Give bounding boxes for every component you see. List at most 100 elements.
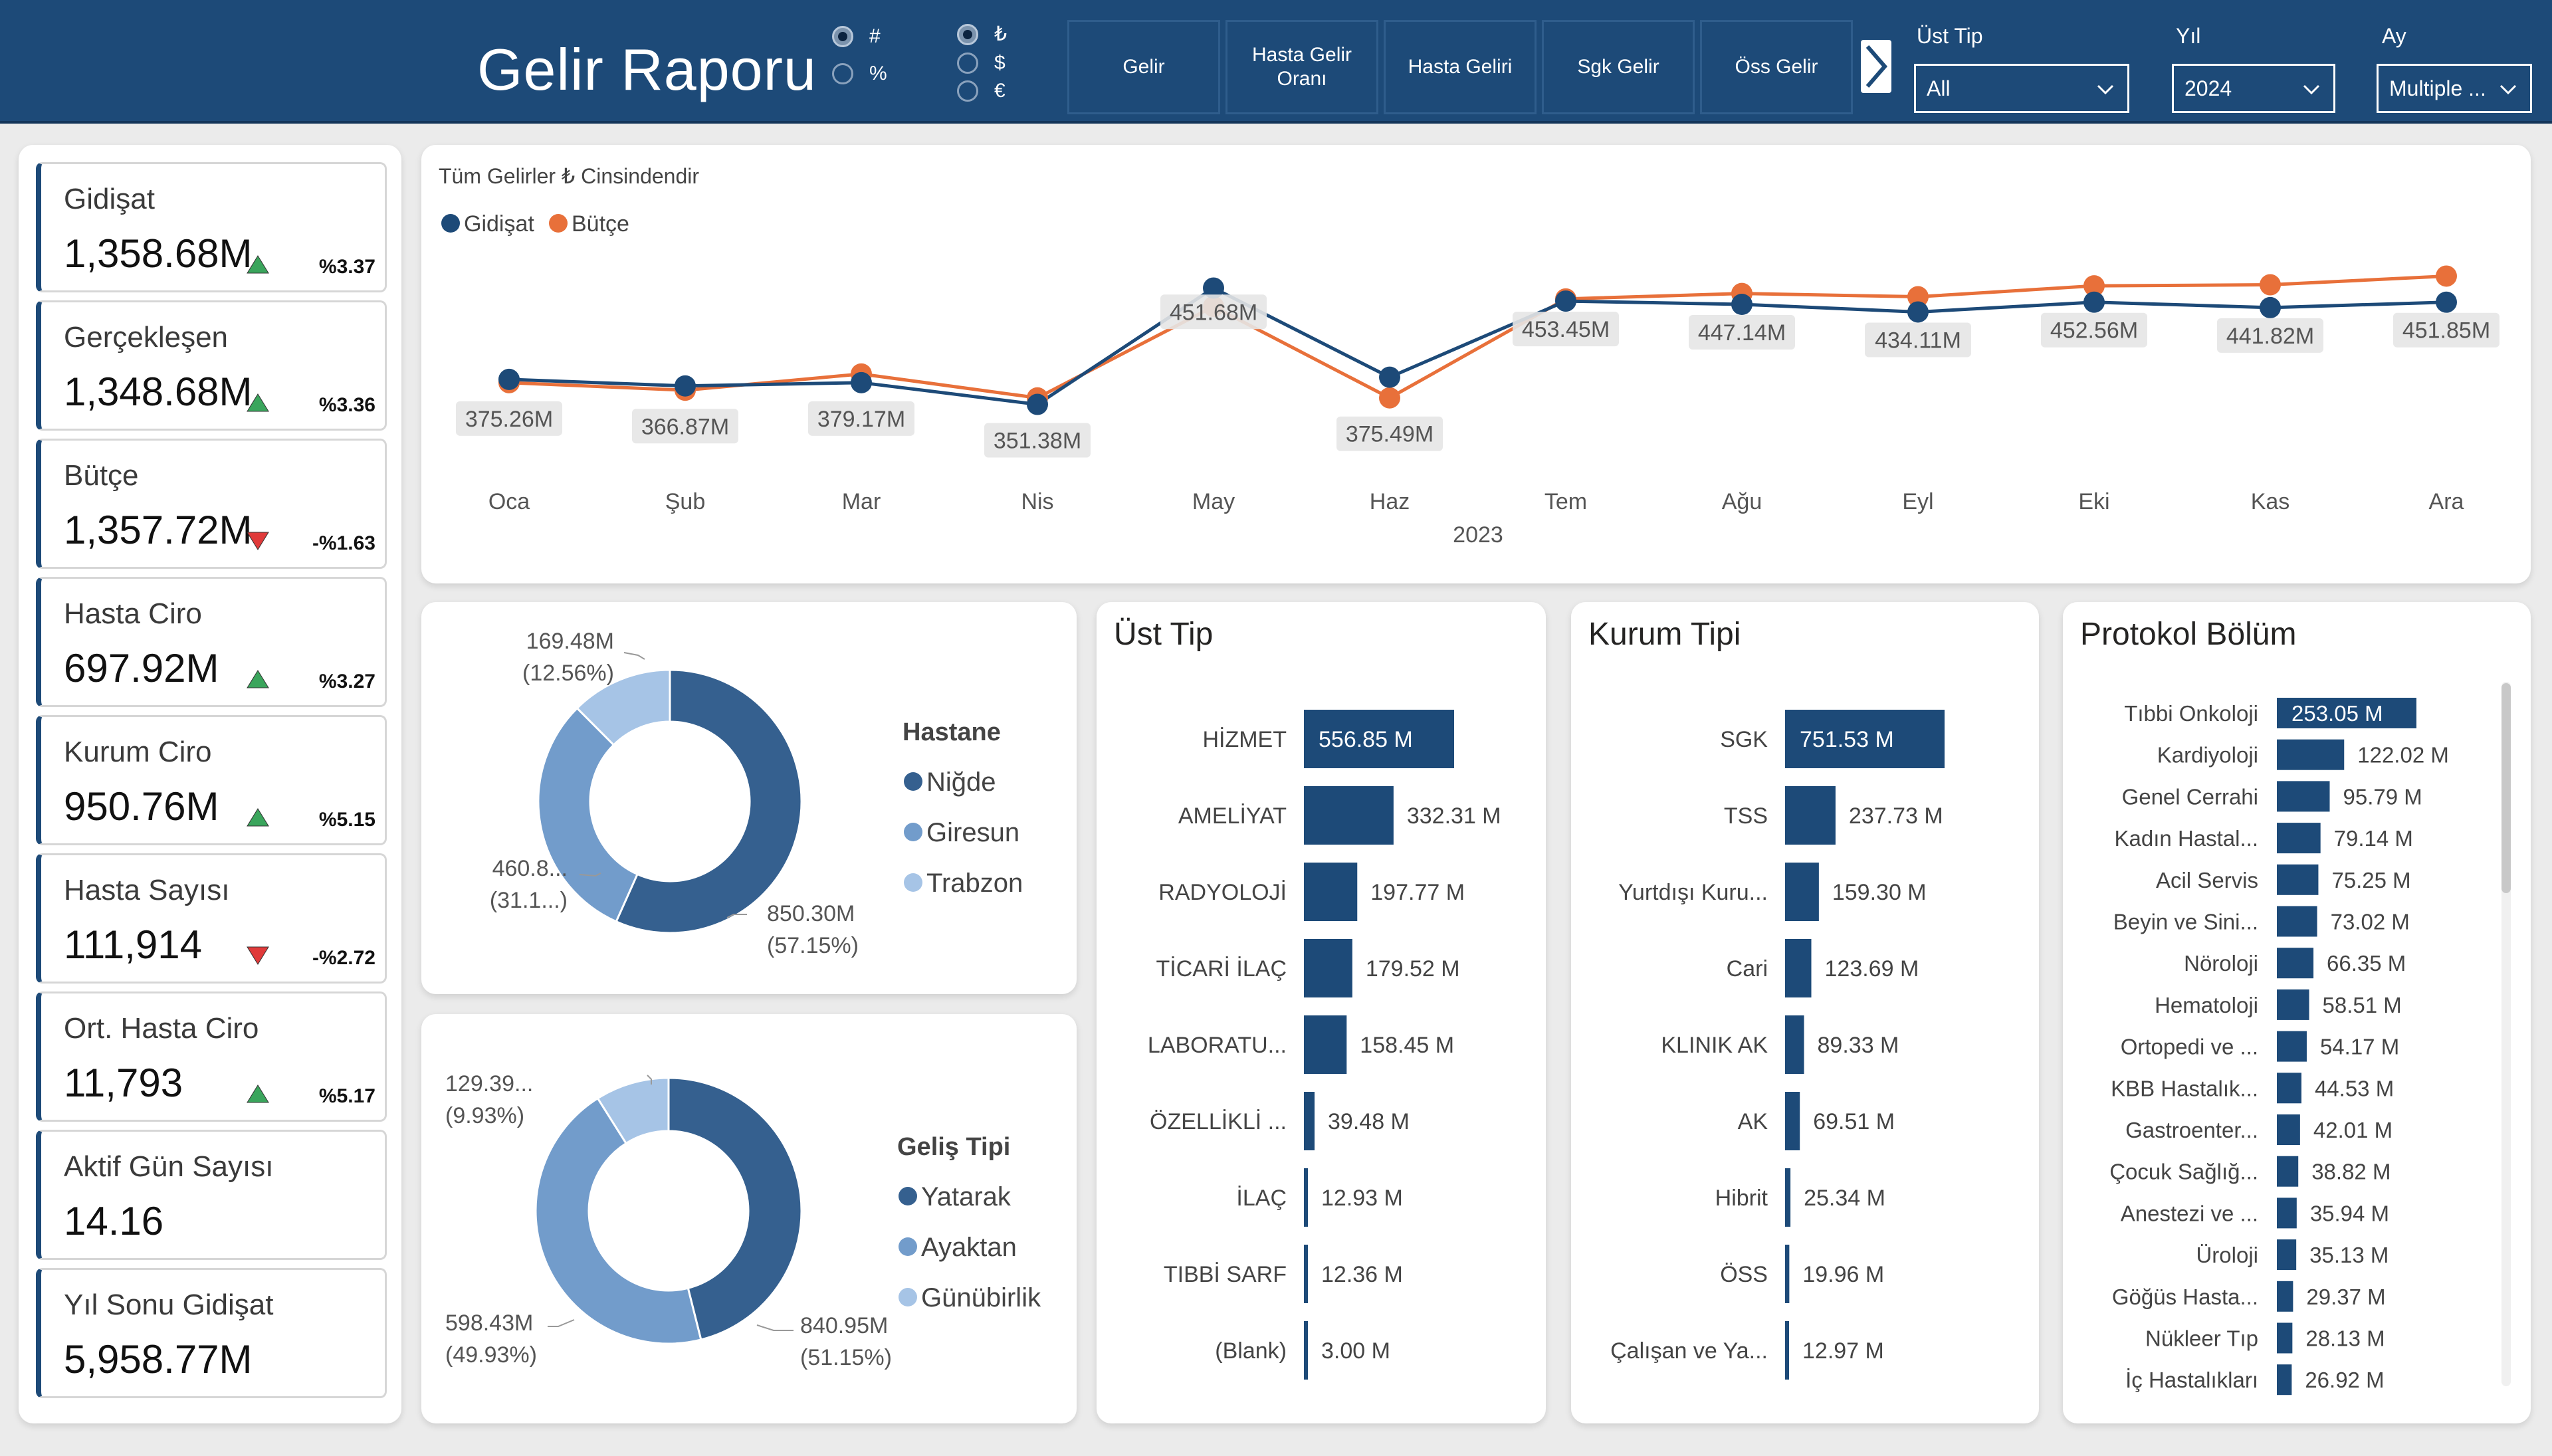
bar[interactable] [2277,1114,2300,1145]
data-point[interactable] [2436,291,2457,313]
data-point[interactable] [1379,387,1400,409]
bar[interactable] [1304,710,1454,768]
currency-option-eur[interactable]: € [957,80,1006,102]
kpi-card-7[interactable]: Aktif Gün Sayısı 14.16 [36,1130,387,1260]
nav-button-hasta-geliri[interactable]: Hasta Geliri [1384,20,1537,114]
bar[interactable] [1304,1015,1347,1074]
data-point[interactable] [2083,275,2105,297]
kpi-value: 111,914 [64,922,202,967]
bar[interactable] [2277,1031,2307,1062]
nav-button-gelir[interactable]: Gelir [1067,20,1220,114]
bar[interactable] [2277,948,2314,979]
bar[interactable] [2277,781,2330,812]
bar[interactable] [1785,1245,1790,1303]
legend-label: Yatarak [921,1182,1011,1211]
donut-slice[interactable] [615,669,803,934]
donut-slice[interactable] [596,1077,670,1145]
bar[interactable] [1304,939,1352,997]
kpi-label: Kurum Ciro [64,736,212,768]
currency-option-try[interactable]: ₺ [957,23,1007,46]
bar[interactable] [1304,1168,1308,1227]
nav-button-sgk-gelir[interactable]: Sgk Gelir [1542,20,1695,114]
filter-dropdown-ay[interactable]: Multiple ... [2377,64,2532,113]
bar[interactable] [2277,698,2416,728]
bar[interactable] [2277,989,2309,1020]
data-point[interactable] [1907,286,1929,308]
data-point[interactable] [2260,296,2281,318]
bar[interactable] [2277,1281,2293,1312]
bar[interactable] [1785,1168,1791,1227]
data-point[interactable] [675,375,696,397]
kpi-card-0[interactable]: Gidişat 1,358.68M %3.37 [36,162,387,292]
leader-line [579,873,601,877]
scrollbar-thumb[interactable] [2501,683,2511,893]
bar[interactable] [2277,1239,2297,1271]
data-point[interactable] [2260,274,2281,296]
chevron-right-icon[interactable] [1861,40,1891,93]
radio-selected-icon[interactable] [832,26,853,47]
bar[interactable] [2277,823,2321,854]
kpi-card-2[interactable]: Bütçe 1,357.72M -%1.63 [36,439,387,569]
bar[interactable] [2277,739,2345,770]
nav-button-oss-gelir[interactable]: Öss Gelir [1700,20,1853,114]
radio-selected-icon[interactable] [957,23,978,45]
data-label: 375.26M [465,407,553,432]
radio-empty-icon[interactable] [832,63,853,84]
bar-value-label: 39.48 M [1328,1109,1410,1134]
bar[interactable] [1785,1015,1804,1074]
donut-slice[interactable] [667,1077,803,1341]
data-point[interactable] [2436,265,2457,287]
currency-option-usd[interactable]: $ [957,52,1006,74]
bar[interactable] [1304,1092,1315,1150]
data-point[interactable] [498,368,520,390]
format-option-percent[interactable]: % [832,62,887,85]
donut-slice[interactable] [576,669,671,747]
kpi-card-1[interactable]: Gerçekleşen 1,348.68M %3.36 [36,300,387,431]
bar[interactable] [1304,786,1394,845]
donut-data-label: 840.95M [800,1313,888,1338]
filter-dropdown-ust-tip[interactable]: All [1914,64,2129,113]
bar-value-label: 35.13 M [2309,1243,2389,1267]
bar[interactable] [1785,786,1836,845]
bar-value-label: 75.25 M [2331,868,2410,892]
data-point[interactable] [1379,366,1400,388]
bar[interactable] [1785,1092,1800,1150]
radio-empty-icon[interactable] [957,80,978,102]
bar[interactable] [1785,863,1819,921]
bar[interactable] [1304,863,1358,921]
bar[interactable] [1304,1321,1308,1380]
kpi-card-4[interactable]: Kurum Ciro 950.76M %5.15 [36,715,387,845]
donut-slice[interactable] [534,1096,702,1345]
data-point[interactable] [1555,290,1576,312]
bar[interactable] [2277,1364,2292,1396]
bar[interactable] [1304,1245,1308,1303]
data-point[interactable] [2083,291,2105,313]
data-label-box [456,401,562,436]
kpi-card-8[interactable]: Yıl Sonu Gidişat 5,958.77M [36,1268,387,1398]
filter-dropdown-yil[interactable]: 2024 [2172,64,2335,113]
bar[interactable] [2277,1322,2293,1354]
bar[interactable] [1785,710,1945,768]
bar[interactable] [2277,1156,2299,1187]
trend-up-icon [247,1085,269,1103]
line-chart-panel: Tüm Gelirler ₺ Cinsindendir Gidişat Bütçe 3… [421,145,2531,583]
data-point[interactable] [1027,393,1048,415]
bar[interactable] [2277,906,2317,937]
bar-category-label: Hibrit [1715,1186,1768,1211]
data-point[interactable] [851,371,872,393]
donut-slice[interactable] [537,706,639,923]
bar[interactable] [1785,939,1812,997]
bar[interactable] [2277,1073,2301,1104]
data-point[interactable] [1203,277,1224,299]
kpi-card-3[interactable]: Hasta Ciro 697.92M %3.27 [36,577,387,707]
nav-button-hasta-gelir-orani[interactable]: Hasta Gelir Oranı [1225,20,1378,114]
kpi-card-5[interactable]: Hasta Sayısı 111,914 -%2.72 [36,853,387,984]
data-point[interactable] [1731,294,1753,315]
bar[interactable] [2277,1197,2297,1229]
data-point[interactable] [1907,301,1929,323]
format-option-count[interactable]: # [832,25,881,48]
bar[interactable] [1785,1321,1789,1380]
bar[interactable] [2277,864,2319,895]
radio-empty-icon[interactable] [957,52,978,74]
kpi-card-6[interactable]: Ort. Hasta Ciro 11,793 %5.17 [36,991,387,1122]
